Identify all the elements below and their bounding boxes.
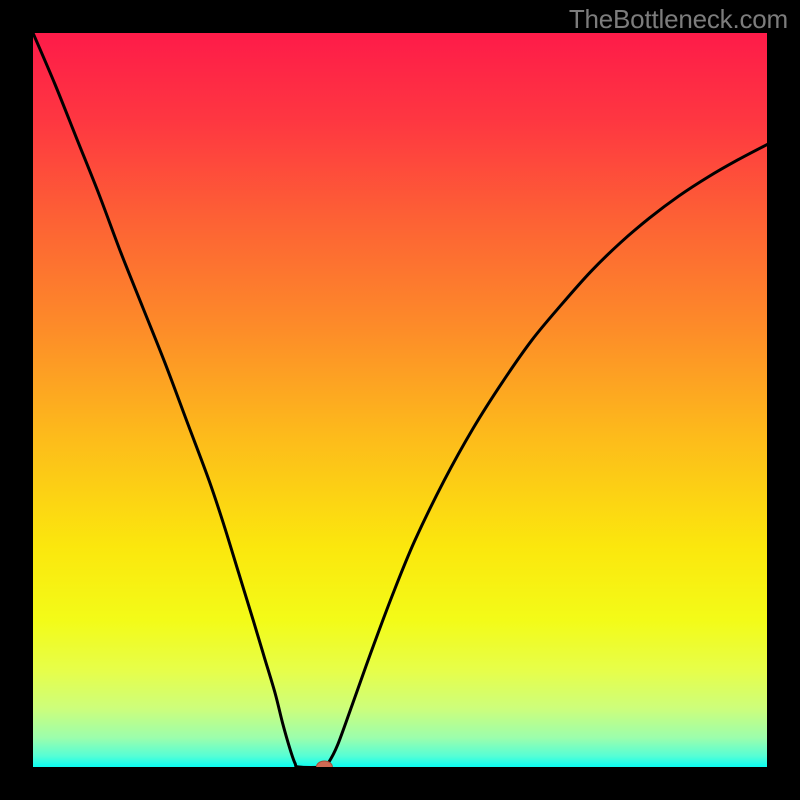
plot-svg: [33, 33, 767, 767]
plot-background: [33, 33, 767, 767]
watermark-text: TheBottleneck.com: [569, 4, 788, 35]
plot-area: [33, 33, 767, 767]
